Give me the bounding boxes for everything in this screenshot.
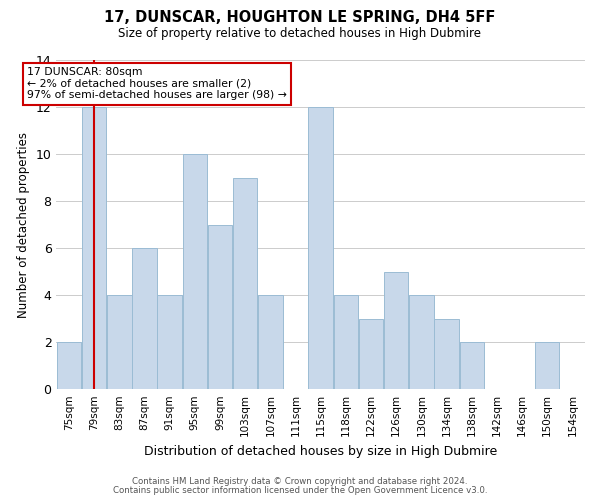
Text: 17, DUNSCAR, HOUGHTON LE SPRING, DH4 5FF: 17, DUNSCAR, HOUGHTON LE SPRING, DH4 5FF xyxy=(104,10,496,25)
Bar xyxy=(334,295,358,389)
Bar xyxy=(233,178,257,389)
Bar xyxy=(409,295,434,389)
Y-axis label: Number of detached properties: Number of detached properties xyxy=(17,132,30,318)
Bar xyxy=(535,342,559,389)
Bar xyxy=(107,295,131,389)
Text: 17 DUNSCAR: 80sqm
← 2% of detached houses are smaller (2)
97% of semi-detached h: 17 DUNSCAR: 80sqm ← 2% of detached house… xyxy=(27,67,287,100)
Bar xyxy=(182,154,207,389)
Bar xyxy=(434,318,459,389)
Bar xyxy=(132,248,157,389)
Bar xyxy=(460,342,484,389)
Bar xyxy=(359,318,383,389)
Bar xyxy=(208,224,232,389)
Bar xyxy=(384,272,409,389)
Text: Contains public sector information licensed under the Open Government Licence v3: Contains public sector information licen… xyxy=(113,486,487,495)
Bar xyxy=(258,295,283,389)
X-axis label: Distribution of detached houses by size in High Dubmire: Distribution of detached houses by size … xyxy=(144,444,497,458)
Text: Contains HM Land Registry data © Crown copyright and database right 2024.: Contains HM Land Registry data © Crown c… xyxy=(132,477,468,486)
Text: Size of property relative to detached houses in High Dubmire: Size of property relative to detached ho… xyxy=(119,28,482,40)
Bar xyxy=(57,342,81,389)
Bar xyxy=(308,107,333,389)
Bar xyxy=(82,107,106,389)
Bar xyxy=(157,295,182,389)
